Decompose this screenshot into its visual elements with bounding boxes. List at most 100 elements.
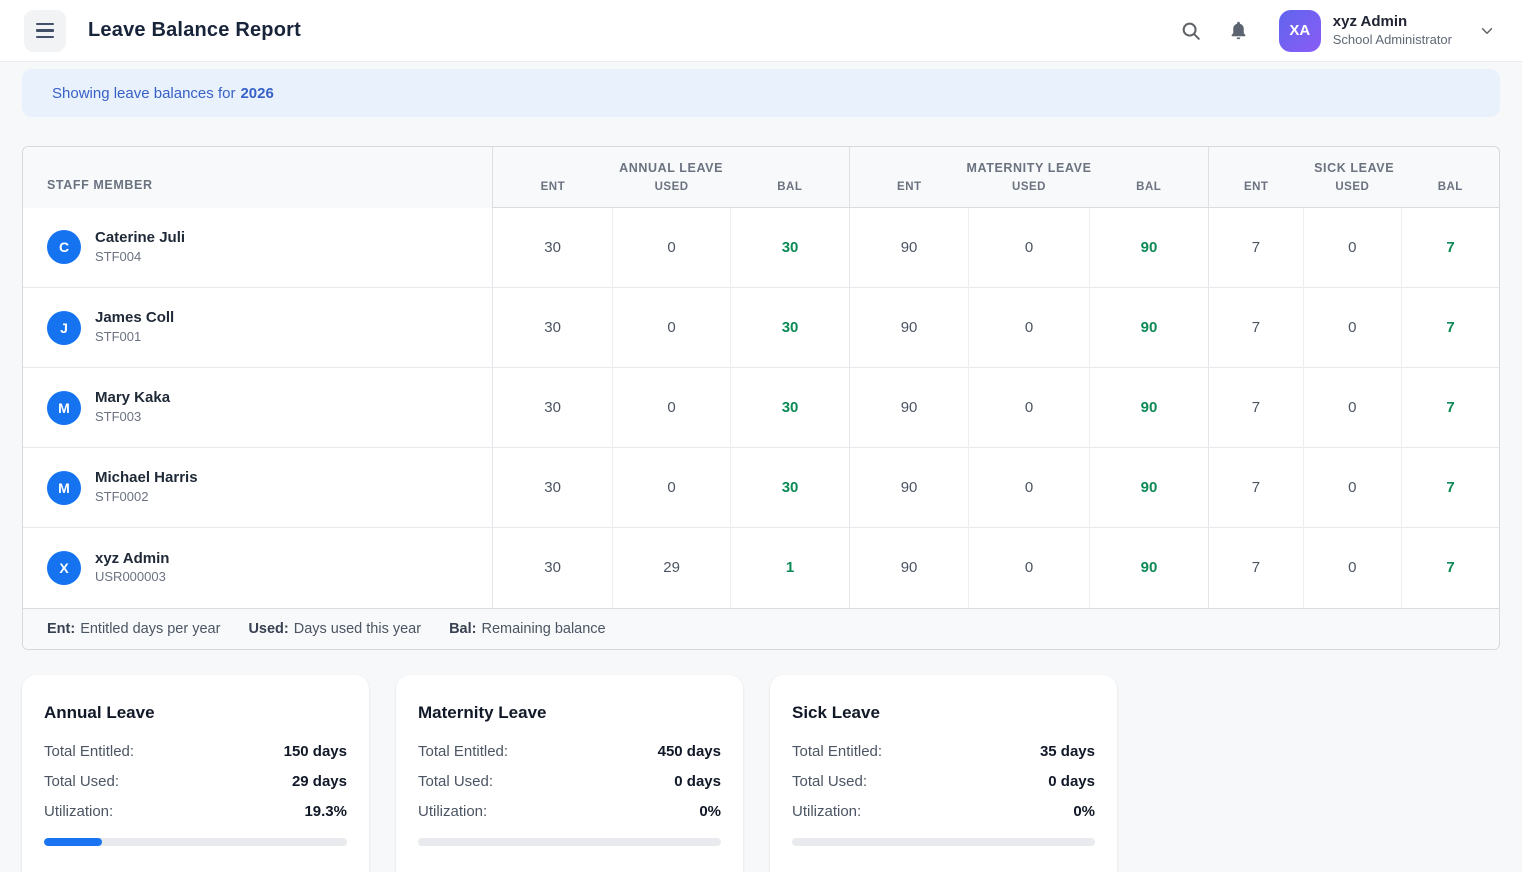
- subheader-sick-used: USED: [1303, 177, 1402, 208]
- legend-item-ent: Ent: Entitled days per year: [47, 621, 220, 637]
- staff-id: STF004: [95, 248, 142, 264]
- total-entitled-value: 150 days: [283, 742, 347, 760]
- maternity-bal-value: 90: [1088, 287, 1209, 368]
- maternity-used-value: 0: [968, 287, 1090, 368]
- annual-used-value: 29: [611, 527, 731, 608]
- user-name: xyz Admin: [1332, 13, 1408, 30]
- total-entitled-label: Total Entitled:: [792, 742, 883, 760]
- utilization-label: Utilization:: [418, 802, 488, 820]
- table-row: M Michael Harris STF0002 30 0 30 90 0 90…: [23, 447, 1499, 528]
- legend-item-used: Used: Days used this year: [248, 621, 421, 637]
- maternity-ent-value: 90: [848, 527, 969, 608]
- subheader-maternity-ent: ENT: [848, 177, 969, 208]
- table-row: X xyz Admin USR000003 30 29 1 90 0 90 7 …: [23, 527, 1499, 608]
- sick-bal-value: 7: [1401, 367, 1499, 448]
- total-entitled-value: 450 days: [657, 742, 721, 760]
- total-used-label: Total Used:: [792, 772, 868, 790]
- staff-name: Caterine Juli: [95, 229, 186, 247]
- utilization-label: Utilization:: [792, 802, 862, 820]
- staff-name: Mary Kaka: [95, 389, 171, 407]
- card-maternity-leave: Maternity Leave Total Entitled: 450 days…: [396, 674, 743, 872]
- total-entitled-label: Total Entitled:: [44, 742, 135, 760]
- sick-used-value: 0: [1302, 527, 1402, 608]
- sick-used-value: 0: [1302, 447, 1402, 528]
- annual-bal-value: 30: [730, 367, 850, 448]
- leave-balance-table-panel: STAFF MEMBER ANNUAL LEAVE MATERNITY LEAV…: [22, 146, 1500, 650]
- total-entitled-label: Total Entitled:: [418, 742, 509, 760]
- annual-bal-value: 30: [730, 287, 850, 368]
- total-entitled-value: 35 days: [1039, 742, 1095, 760]
- card-annual-leave: Annual Leave Total Entitled: 150 days To…: [22, 674, 369, 872]
- maternity-ent-value: 90: [848, 447, 969, 528]
- leave-balance-table: STAFF MEMBER ANNUAL LEAVE MATERNITY LEAV…: [23, 147, 1499, 608]
- card-sick-leave: Sick Leave Total Entitled: 35 days Total…: [770, 674, 1117, 872]
- subheader-sick-ent: ENT: [1208, 177, 1304, 208]
- annual-ent-value: 30: [492, 447, 613, 528]
- utilization-value: 19.3%: [304, 802, 347, 820]
- sick-used-value: 0: [1302, 207, 1402, 288]
- sick-bal-value: 7: [1401, 287, 1499, 368]
- legend-term: Used:: [248, 620, 289, 637]
- maternity-used-value: 0: [968, 207, 1090, 288]
- maternity-used-value: 0: [968, 527, 1090, 608]
- maternity-ent-value: 90: [848, 207, 969, 288]
- sick-ent-value: 7: [1208, 447, 1304, 528]
- staff-name: Michael Harris: [95, 469, 198, 487]
- subheader-annual-ent: ENT: [492, 177, 613, 208]
- card-title: Annual Leave: [44, 702, 155, 722]
- total-used-value: 0 days: [674, 772, 721, 790]
- maternity-used-value: 0: [968, 447, 1090, 528]
- maternity-bal-value: 90: [1088, 367, 1209, 448]
- annual-bal-value: 1: [730, 527, 850, 608]
- annual-used-value: 0: [611, 287, 731, 368]
- year-info-banner: Showing leave balances for 2026: [22, 69, 1500, 117]
- annual-ent-value: 30: [492, 367, 613, 448]
- utilization-label: Utilization:: [44, 802, 114, 820]
- utilization-value: 0%: [699, 802, 721, 820]
- card-title: Sick Leave: [792, 702, 880, 722]
- staff-name: xyz Admin: [95, 549, 170, 567]
- hamburger-menu-icon[interactable]: [24, 9, 66, 52]
- staff-avatar: M: [47, 470, 81, 505]
- annual-ent-value: 30: [492, 207, 613, 288]
- sick-bal-value: 7: [1401, 207, 1499, 288]
- column-group-annual-leave: ANNUAL LEAVE: [492, 147, 850, 177]
- sick-bal-value: 7: [1401, 527, 1499, 608]
- maternity-bal-value: 90: [1088, 447, 1209, 528]
- user-menu[interactable]: XA xyz Admin School Administrator: [1278, 9, 1496, 52]
- banner-text: Showing leave balances for: [52, 84, 236, 102]
- column-group-maternity-leave: MATERNITY LEAVE: [848, 147, 1209, 177]
- annual-bal-value: 30: [730, 207, 850, 288]
- utilization-progress-bar: [418, 837, 721, 846]
- legend-item-bal: Bal: Remaining balance: [449, 621, 606, 637]
- legend-desc: Entitled days per year: [80, 620, 221, 637]
- staff-name: James Coll: [95, 309, 175, 327]
- legend-term: Bal:: [449, 620, 477, 637]
- utilization-progress-fill: [44, 837, 103, 846]
- sick-bal-value: 7: [1401, 447, 1499, 528]
- notifications-bell-icon[interactable]: [1219, 11, 1259, 51]
- sick-ent-value: 7: [1208, 207, 1304, 288]
- chevron-down-icon: [1481, 27, 1493, 34]
- utilization-progress-bar: [792, 837, 1095, 846]
- annual-used-value: 0: [611, 447, 731, 528]
- user-role: School Administrator: [1332, 31, 1452, 47]
- column-header-staff-member: STAFF MEMBER: [23, 147, 493, 208]
- total-used-label: Total Used:: [44, 772, 120, 790]
- subheader-annual-bal: BAL: [730, 177, 850, 208]
- card-title: Maternity Leave: [418, 702, 547, 722]
- annual-ent-value: 30: [492, 527, 613, 608]
- banner-year: 2026: [240, 84, 274, 102]
- annual-bal-value: 30: [730, 447, 850, 528]
- subheader-maternity-bal: BAL: [1089, 177, 1209, 208]
- staff-avatar: X: [47, 550, 81, 585]
- annual-ent-value: 30: [492, 287, 613, 368]
- staff-id: STF001: [95, 328, 142, 344]
- search-icon[interactable]: [1171, 11, 1211, 51]
- sick-ent-value: 7: [1208, 367, 1304, 448]
- table-row: M Mary Kaka STF003 30 0 30 90 0 90 7 0 7: [23, 367, 1499, 448]
- summary-cards: Annual Leave Total Entitled: 150 days To…: [22, 674, 1500, 872]
- utilization-progress-bar: [44, 837, 347, 846]
- page-title: Leave Balance Report: [88, 19, 301, 41]
- staff-avatar: M: [47, 390, 81, 425]
